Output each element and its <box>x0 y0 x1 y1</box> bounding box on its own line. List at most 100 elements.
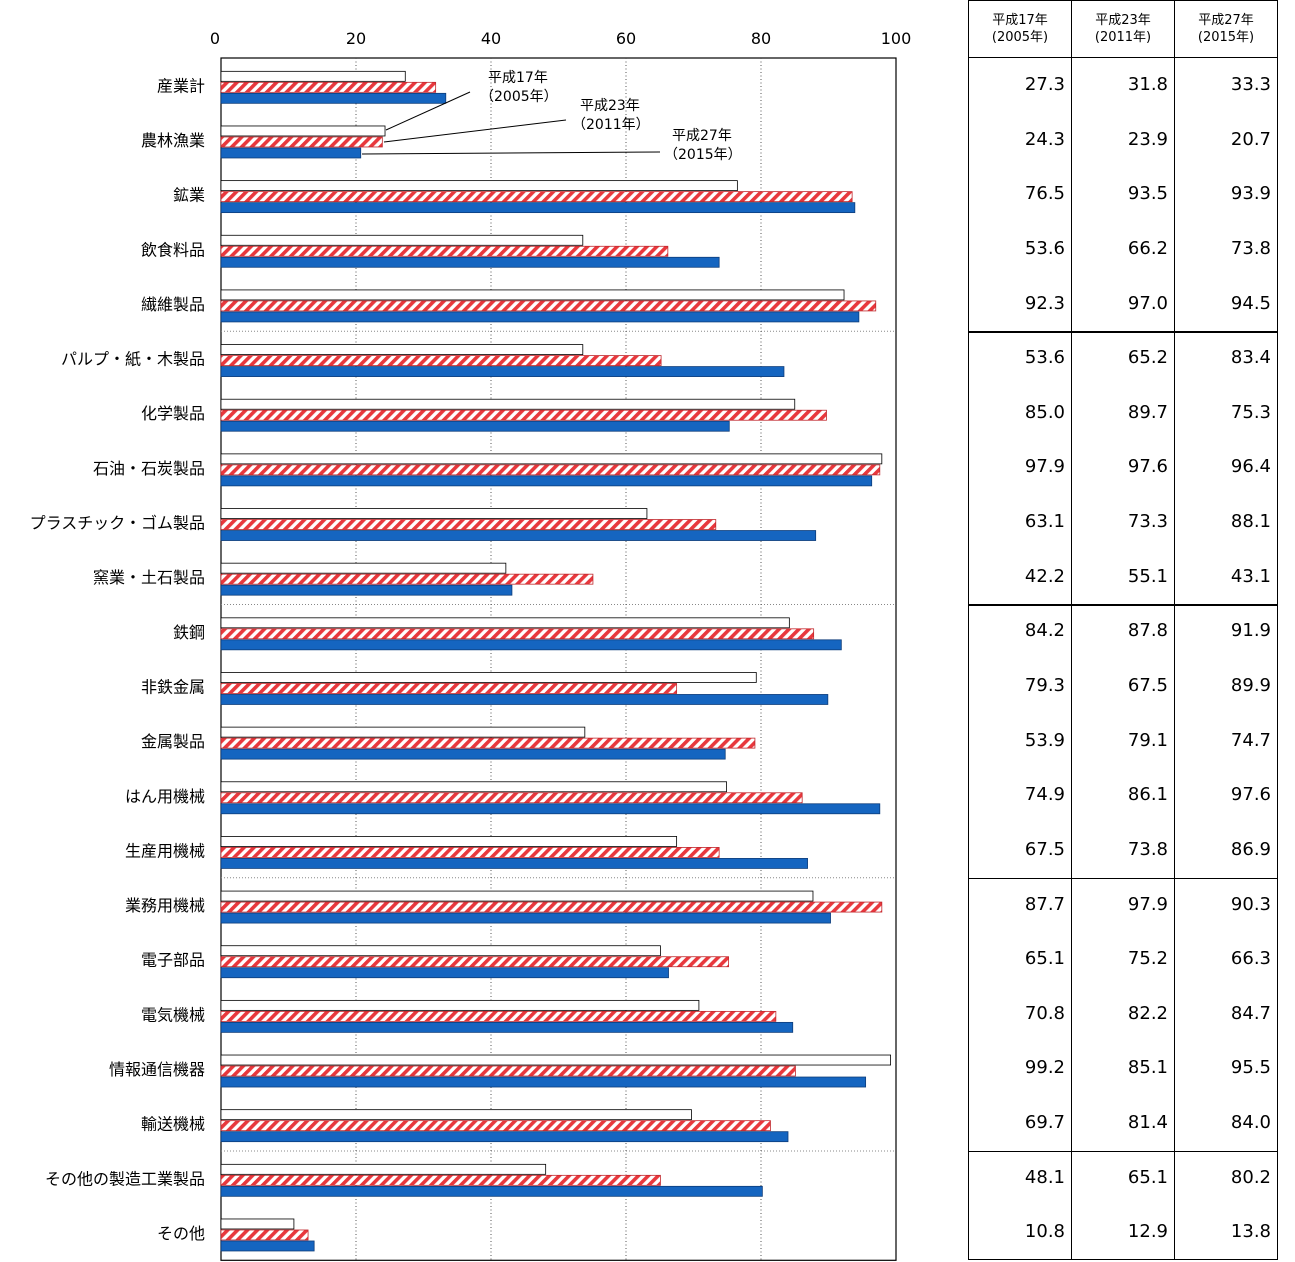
table-header-col-1: 平成23年 (2011年) <box>1071 1 1174 57</box>
bar-2015 <box>220 1240 315 1252</box>
table-cell: 87.7 <box>1024 893 1065 915</box>
bar-2005 <box>220 781 727 793</box>
table-cell: 85.0 <box>1024 401 1065 423</box>
bar-2005 <box>220 890 814 902</box>
table-row: 53.6 66.2 73.8 <box>969 221 1277 277</box>
header-col-0-line2: (2005年) <box>991 30 1049 45</box>
table-cell: 20.7 <box>1174 112 1277 168</box>
bar-2005 <box>220 234 584 246</box>
bar-2011 <box>220 519 717 530</box>
bar-2005 <box>220 1163 547 1175</box>
x-tick-label: 60 <box>616 29 636 48</box>
table-cell: 88.1 <box>1174 495 1277 550</box>
x-tick-label: 0 <box>210 29 220 48</box>
table-cell: 86.9 <box>1174 822 1277 878</box>
bar-2011 <box>220 847 720 858</box>
series-annotations: 平成17年 （2005年） 平成23年 （2011年） 平成27年 （2015年） <box>361 70 742 163</box>
table-cell: 74.7 <box>1174 713 1277 769</box>
table-cell: 75.2 <box>1071 932 1174 987</box>
bar-2011 <box>220 1229 309 1241</box>
header-col-0-line1: 平成17年 <box>992 13 1048 28</box>
table-cell: 69.7 <box>1024 1112 1065 1134</box>
bar-2015 <box>220 202 856 214</box>
bar-2011 <box>220 573 594 585</box>
category-label: その他の製造工業製品 <box>45 1169 205 1188</box>
table-cell: 81.4 <box>1071 1096 1174 1151</box>
table-cell: 95.5 <box>1174 1041 1277 1097</box>
annotation-line1: 平成23年 <box>580 98 640 114</box>
bars <box>220 70 891 1252</box>
bar-2005 <box>220 617 790 629</box>
bar-2011 <box>220 464 881 476</box>
table-row: 53.6 65.2 83.4 <box>969 331 1277 386</box>
table-cell: 92.3 <box>1024 292 1065 314</box>
table-row: 79.3 67.5 89.9 <box>969 659 1277 714</box>
table-cell: 87.8 <box>1071 604 1174 659</box>
table-cell: 67.5 <box>1024 838 1065 860</box>
header-col-1-line2: (2011年) <box>1094 30 1152 45</box>
annotation-line2: （2011年） <box>572 117 650 133</box>
category-label: 繊維製品 <box>141 295 205 314</box>
bar-2015 <box>220 967 669 979</box>
table-cell: 53.9 <box>1024 729 1065 751</box>
table-cell: 53.6 <box>1024 237 1065 259</box>
bar-2011 <box>220 1174 661 1186</box>
table-cell: 65.1 <box>1024 948 1065 970</box>
bar-2015 <box>220 475 873 487</box>
table-cell: 43.1 <box>1174 549 1277 605</box>
table-cell: 33.3 <box>1174 58 1277 113</box>
category-label: パルプ・紙・木製品 <box>61 350 205 369</box>
category-label: 輸送機械 <box>141 1115 205 1134</box>
x-axis: 0 20 40 60 80 100 <box>210 29 911 48</box>
category-label: 鉱業 <box>173 186 205 205</box>
table-cell: 66.2 <box>1071 221 1174 277</box>
bar-2015 <box>220 912 831 924</box>
table-cell: 74.9 <box>1024 784 1065 806</box>
bar-2015 <box>220 694 829 705</box>
table-cell: 31.8 <box>1071 58 1174 113</box>
data-table: 27.3 31.8 33.3 24.3 23.9 20.7 76.5 93.5 93.9 53.6… <box>968 58 1278 1260</box>
bar-2015 <box>220 803 881 815</box>
table-cell: 93.5 <box>1071 167 1174 222</box>
category-labels: 産業計農林漁業鉱業飲食料品繊維製品パルプ・紙・木製品化学製品石油・石炭製品プラス… <box>30 76 205 1243</box>
category-label: 業務用機械 <box>125 896 205 915</box>
bar-2005 <box>220 945 661 957</box>
table-cell: 66.3 <box>1174 932 1277 987</box>
category-label: プラスチック・ゴム製品 <box>30 514 205 533</box>
annotation-leader <box>383 119 567 143</box>
bar-2011 <box>220 956 730 968</box>
table-cell: 83.4 <box>1174 331 1277 386</box>
table-group-separator <box>969 1150 1277 1153</box>
category-label: その他 <box>157 1224 205 1243</box>
bar-2011 <box>220 355 662 366</box>
category-label: 非鉄金属 <box>141 677 205 696</box>
category-label: 鉄鋼 <box>173 623 205 642</box>
bar-2015 <box>220 366 785 377</box>
category-label: 電子部品 <box>141 951 205 970</box>
table-cell: 84.2 <box>1024 620 1065 642</box>
bar-2015 <box>220 256 720 268</box>
category-label: 電気機械 <box>141 1005 205 1024</box>
table-header: 平成17年 (2005年) 平成23年 (2011年) 平成27年 (2015年… <box>968 0 1278 58</box>
bar-2005 <box>220 289 845 301</box>
category-label: 窯業・土石製品 <box>93 568 205 587</box>
annotation-line1: 平成27年 <box>672 128 732 144</box>
table-cell: 97.9 <box>1071 877 1174 933</box>
bar-2005 <box>220 398 796 410</box>
bar-2011 <box>220 737 756 749</box>
x-tick-label: 40 <box>481 29 501 48</box>
bar-2011 <box>220 1010 777 1022</box>
bar-2011 <box>220 1065 796 1077</box>
table-cell: 97.9 <box>1024 456 1065 478</box>
table-cell: 90.3 <box>1174 877 1277 933</box>
bar-2015 <box>220 748 726 760</box>
table-cell: 73.3 <box>1071 495 1174 550</box>
table-row: 53.9 79.1 74.7 <box>969 713 1277 769</box>
annotation-line2: （2015年） <box>664 147 742 163</box>
bar-2005 <box>220 180 738 192</box>
category-label: はん用機械 <box>125 787 205 806</box>
bar-2005 <box>220 1054 891 1066</box>
bar-2005 <box>220 508 648 519</box>
bar-2011 <box>220 628 815 640</box>
table-group-separator <box>969 331 1277 333</box>
